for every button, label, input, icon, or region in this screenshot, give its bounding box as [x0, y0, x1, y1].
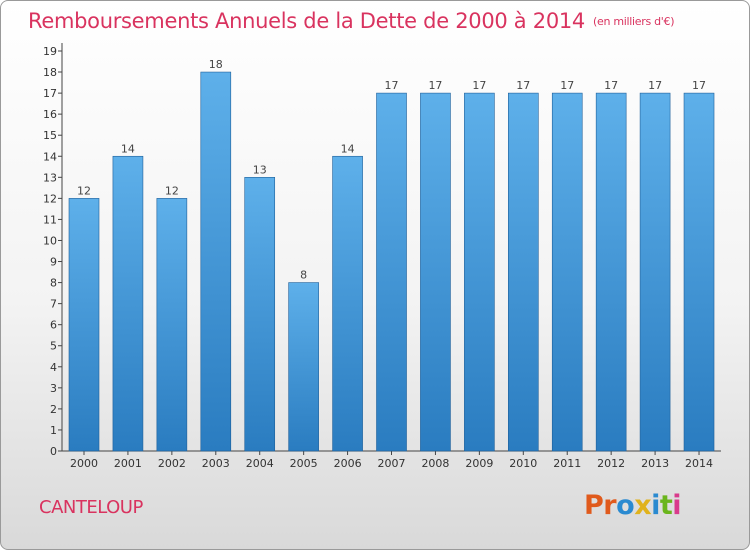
bar-value-label: 17 — [516, 79, 530, 92]
bar — [376, 92, 407, 452]
y-tick-label: 0 — [50, 445, 57, 458]
bar-value-label: 14 — [121, 142, 135, 155]
bar-value-label: 17 — [428, 79, 442, 92]
x-tick-label: 2001 — [114, 457, 142, 470]
proxiti-logo[interactable]: Proxiti — [584, 490, 682, 521]
bar-value-label: 12 — [77, 184, 91, 197]
bar — [551, 92, 583, 452]
bar-value-label: 12 — [165, 184, 179, 197]
city-name: CANTELOUP — [39, 497, 143, 518]
x-tick-label: 2006 — [334, 457, 362, 470]
y-tick-label: 2 — [50, 403, 57, 416]
bar-value-label: 8 — [300, 269, 307, 282]
y-tick-label: 7 — [50, 298, 57, 311]
bar-value-label: 17 — [560, 79, 574, 92]
bar — [288, 282, 319, 452]
y-tick-label: 10 — [43, 234, 57, 247]
bar — [332, 155, 363, 452]
bar — [683, 92, 715, 452]
x-tick-label: 2008 — [421, 457, 449, 470]
y-tick-label: 6 — [50, 319, 57, 332]
x-tick-label: 2013 — [641, 457, 669, 470]
bar-value-label: 14 — [341, 142, 355, 155]
x-tick-label: 2010 — [509, 457, 537, 470]
chart-title: Remboursements Annuels de la Dette de 20… — [28, 9, 674, 33]
data-labels: 12 14 12 18 13 8 14 17 17 17 17 17 17 17 17 — [77, 58, 706, 282]
y-tick-label: 17 — [43, 87, 57, 100]
y-tick-label: 16 — [43, 108, 57, 121]
y-tick-label: 19 — [43, 45, 57, 58]
bar-value-label: 17 — [692, 79, 706, 92]
logo-letter: x — [634, 490, 652, 521]
x-tick-label: 2005 — [290, 457, 318, 470]
logo-letter: r — [603, 490, 617, 521]
bar — [507, 92, 539, 452]
bar — [112, 155, 144, 452]
x-tick-label: 2003 — [202, 457, 230, 470]
bar — [244, 177, 276, 452]
logo-letter: i — [651, 490, 660, 521]
bar — [464, 92, 495, 452]
bar-value-label: 17 — [648, 79, 662, 92]
x-tick-label: 2000 — [70, 457, 98, 470]
logo-letter: i — [672, 490, 682, 521]
chart-unit: (en milliers d'€) — [593, 15, 675, 28]
bar — [68, 198, 100, 452]
chart-title-text: Remboursements Annuels de la Dette de 20… — [28, 9, 585, 33]
bar — [156, 198, 188, 452]
logo-letter: o — [616, 490, 635, 521]
y-tick-label: 3 — [50, 382, 57, 395]
x-tick-label: 2014 — [685, 457, 713, 470]
x-tick-label: 2012 — [597, 457, 625, 470]
bar-value-label: 17 — [604, 79, 618, 92]
x-tick-label: 2009 — [465, 457, 493, 470]
x-tick-label: 2011 — [553, 457, 581, 470]
bar — [420, 92, 451, 452]
x-tick-label: 2007 — [378, 457, 406, 470]
bars — [68, 71, 715, 452]
logo-letter: P — [584, 490, 604, 521]
bar-value-label: 13 — [253, 163, 267, 176]
y-tick-label: 14 — [43, 150, 57, 163]
y-tick-label: 13 — [43, 171, 57, 184]
logo-letter: t — [659, 490, 673, 521]
y-tick-label: 8 — [50, 277, 57, 290]
y-tick-label: 18 — [43, 66, 57, 79]
bar — [639, 92, 671, 452]
y-tick-label: 5 — [50, 340, 57, 353]
y-tick-label: 1 — [50, 424, 57, 437]
y-tick-label: 15 — [43, 129, 57, 142]
bar — [200, 71, 232, 452]
bar-value-label: 17 — [472, 79, 486, 92]
y-tick-label: 11 — [43, 213, 57, 226]
y-tick-label: 12 — [43, 192, 57, 205]
bar-value-label: 17 — [385, 79, 399, 92]
y-tick-label: 9 — [50, 256, 57, 269]
y-tick-label: 4 — [50, 361, 57, 374]
bar-value-label: 18 — [209, 58, 223, 71]
x-tick-label: 2004 — [246, 457, 274, 470]
bar — [595, 92, 627, 452]
x-tick-label: 2002 — [158, 457, 186, 470]
